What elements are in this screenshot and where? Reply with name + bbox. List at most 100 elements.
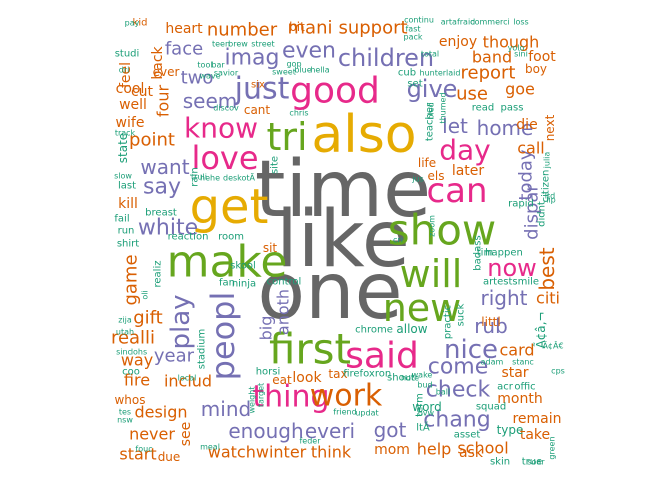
word-tes: tes xyxy=(119,408,131,417)
word-adam: adam xyxy=(481,358,504,367)
word-check: check xyxy=(426,378,491,403)
word-note: note xyxy=(401,374,419,383)
word-cub: cub xyxy=(398,68,416,79)
word-watchwinter: watchwinter xyxy=(208,443,307,462)
word-chrome: chrome xyxy=(355,325,393,336)
word-ball: ball xyxy=(436,388,450,397)
word-true: true xyxy=(522,457,543,468)
word-work: work xyxy=(310,379,383,414)
word-blue: blue xyxy=(294,66,311,75)
word-savior: savior xyxy=(214,69,239,78)
word-even: even xyxy=(282,39,336,64)
word-shout: shout xyxy=(387,373,415,384)
word-cps: cps xyxy=(551,367,565,376)
word-school: school xyxy=(457,439,508,458)
word-heart: heart xyxy=(165,21,203,37)
word-run: run xyxy=(118,226,135,237)
word-game: game xyxy=(121,254,142,305)
word-support: support xyxy=(338,18,407,39)
word-nice: nice xyxy=(444,335,498,365)
word-dispar: dispar xyxy=(522,184,543,240)
word-lohs: lohs xyxy=(131,348,147,357)
word-think: think xyxy=(311,443,352,462)
word-sini: sini xyxy=(514,50,528,59)
word-skool: skool xyxy=(230,261,256,272)
word-life: life xyxy=(418,156,436,170)
word-wake: wake xyxy=(412,371,433,380)
word-sweet: sweet xyxy=(272,68,296,77)
word-discov: discov xyxy=(213,104,239,113)
word-one: one xyxy=(257,247,402,337)
word-jus: jus xyxy=(411,175,423,184)
word-point: point xyxy=(129,130,175,151)
word-fast: fast xyxy=(405,25,420,34)
word-includ: includ xyxy=(164,372,212,391)
word-yolo: yolo xyxy=(508,44,525,53)
word-chang: chang xyxy=(423,408,490,433)
word-good: good xyxy=(290,71,380,112)
word-back: back xyxy=(150,45,166,79)
word-play: play xyxy=(166,294,196,349)
word-set: set xyxy=(407,79,422,90)
word-didnt: didnt xyxy=(537,201,548,227)
word-cant: cant xyxy=(244,103,271,117)
word-cri: cri xyxy=(393,236,403,245)
word-target: target xyxy=(257,383,266,407)
word-hella: hella xyxy=(310,66,329,75)
word-give: give xyxy=(407,75,458,103)
word-best: best xyxy=(535,247,559,290)
word-ask: ask xyxy=(459,445,484,461)
word-want: want xyxy=(140,155,189,179)
word-tim: tim xyxy=(477,248,493,259)
word-commerci: commerci xyxy=(470,18,510,27)
word-utah: utah xyxy=(116,328,134,337)
word-kid: kid xyxy=(133,18,148,29)
word-updat: updat xyxy=(355,409,378,418)
word-due: due xyxy=(158,450,181,464)
word-know: know xyxy=(184,112,258,145)
word-also: also xyxy=(311,105,416,165)
word-room: room xyxy=(218,232,244,243)
word-happen: happen xyxy=(485,248,523,259)
word-goe: goe xyxy=(505,80,535,99)
word-citizen: citizen xyxy=(541,170,552,203)
word-skin: skin xyxy=(490,457,510,468)
word-thumed: thumed xyxy=(439,92,448,123)
word-asset: asset xyxy=(454,430,481,441)
word-home: home xyxy=(477,116,534,140)
word-enjoy: enjoy xyxy=(439,34,477,50)
word-anoth: anoth xyxy=(274,289,293,335)
word-brew: brew xyxy=(228,40,248,49)
word-littl: littl xyxy=(481,315,500,329)
word-bud: bud xyxy=(417,381,432,390)
word-show: show xyxy=(388,206,497,255)
word-julia: julia xyxy=(543,152,552,170)
word-squad: squad xyxy=(476,402,506,413)
word-just: just xyxy=(234,72,290,107)
word-rain: rain xyxy=(190,167,201,186)
word-said: said xyxy=(345,336,419,377)
word-chris: chris xyxy=(289,109,308,118)
word-never: never xyxy=(129,425,175,444)
word-sinc: sinc xyxy=(116,348,132,357)
word-white: white xyxy=(138,216,198,241)
word-say: say xyxy=(143,175,181,200)
word-design: design xyxy=(134,403,187,422)
word-pay: pay xyxy=(125,19,140,28)
word-look: look xyxy=(292,370,322,386)
word-get: get xyxy=(190,179,269,235)
word-bled: bled xyxy=(427,102,436,119)
word-wave: wave xyxy=(199,72,220,81)
word-ltd: ltd xyxy=(545,192,555,201)
word-stanc: stanc xyxy=(512,358,534,367)
word-ovw: ovw xyxy=(418,409,435,418)
word-zoom: zoom xyxy=(428,215,437,237)
word-suck: suck xyxy=(456,303,467,326)
word-studi: studi xyxy=(115,49,140,60)
word-cool: cool xyxy=(116,81,145,97)
word-deskot: deskotÃ xyxy=(223,173,256,183)
word-state: state xyxy=(116,133,130,163)
word-artafraid: artafraid xyxy=(441,18,476,27)
word-ron: ron xyxy=(375,369,391,380)
word-month: month xyxy=(497,391,542,407)
